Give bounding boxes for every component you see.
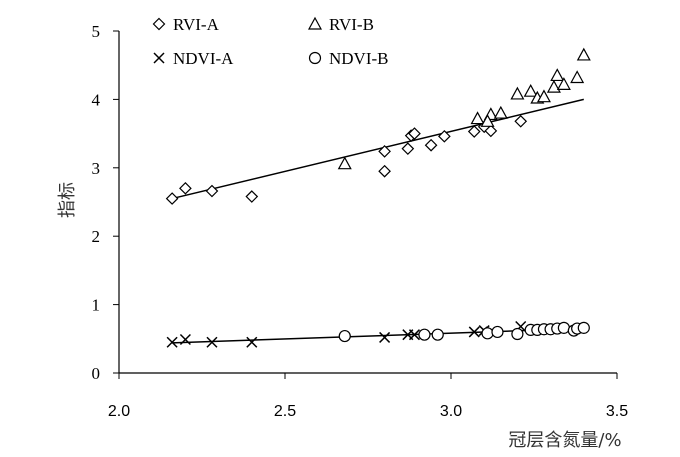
legend-marker-rvi-b — [307, 16, 323, 30]
point-ndvi-b — [338, 329, 351, 343]
point-rvi-a — [179, 181, 192, 195]
point-rvi-b — [480, 114, 495, 127]
data-points — [165, 47, 591, 348]
legend-marker-ndvi-a — [153, 52, 165, 64]
point-ndvi-a — [408, 329, 421, 341]
point-rvi-a — [378, 145, 391, 158]
y-tick-label: 5 — [92, 22, 101, 41]
point-ndvi-b — [577, 321, 590, 334]
legend-marker-ndvi-b — [308, 51, 322, 65]
point-ndvi-b — [431, 328, 444, 341]
y-tick-label: 3 — [92, 159, 101, 178]
point-rvi-a — [484, 124, 498, 138]
point-rvi-a — [245, 190, 259, 203]
point-ndvi-a — [206, 336, 218, 348]
legend-label: RVI-B — [329, 15, 374, 34]
y-tick-label: 0 — [92, 364, 101, 383]
point-rvi-b — [570, 70, 585, 84]
y-tick-label: 1 — [92, 296, 101, 315]
point-ndvi-a — [246, 336, 258, 348]
point-ndvi-a — [468, 326, 480, 338]
point-rvi-b — [523, 83, 538, 97]
x-tick-label: 2.5 — [274, 403, 296, 420]
legend-label: RVI-A — [173, 15, 220, 34]
x-axis-label: 冠层含氮量/% — [508, 430, 621, 451]
legend-marker-rvi-a — [152, 17, 166, 31]
x-tick-label: 2.0 — [108, 403, 130, 420]
point-ndvi-a — [166, 336, 178, 348]
point-rvi-a — [205, 184, 219, 198]
ticks: 2.0 2.5 3.0 3.5 0 1 2 3 4 5 — [92, 22, 629, 420]
point-rvi-a — [438, 129, 451, 143]
legend: RVI-A RVI-B NDVI-A NDVI-B — [152, 15, 389, 68]
legend-label: NDVI-A — [173, 49, 234, 68]
y-tick-label: 4 — [92, 90, 101, 109]
trendlines — [171, 98, 584, 344]
point-ndvi-b — [418, 328, 431, 341]
point-rvi-a — [378, 164, 391, 178]
point-rvi-a — [514, 114, 528, 128]
point-ndvi-b — [491, 325, 504, 339]
point-rvi-a — [408, 127, 421, 140]
point-rvi-b — [546, 79, 561, 93]
point-ndvi-a — [179, 333, 191, 346]
y-axis-label: 指标 — [57, 182, 78, 218]
point-rvi-b — [493, 105, 508, 119]
x-tick-label: 3.0 — [440, 403, 462, 420]
x-tick-label: 3.5 — [606, 403, 628, 420]
point-rvi-b — [510, 86, 525, 100]
point-rvi-b — [576, 47, 591, 61]
legend-label: NDVI-B — [329, 49, 389, 68]
point-rvi-a — [165, 192, 179, 205]
point-rvi-b — [556, 77, 571, 90]
point-rvi-b — [550, 68, 565, 82]
point-ndvi-b — [481, 327, 494, 340]
point-rvi-b — [470, 111, 485, 125]
point-rvi-a — [424, 138, 438, 152]
point-rvi-b — [536, 89, 551, 103]
point-ndvi-b — [557, 321, 570, 334]
point-ndvi-a — [379, 331, 391, 343]
point-rvi-a — [467, 125, 481, 138]
y-tick-label: 2 — [92, 227, 101, 246]
point-rvi-a — [401, 142, 415, 155]
point-ndvi-b — [511, 327, 524, 341]
axes — [118, 31, 617, 374]
point-rvi-b — [337, 156, 352, 170]
trendline — [171, 98, 584, 200]
